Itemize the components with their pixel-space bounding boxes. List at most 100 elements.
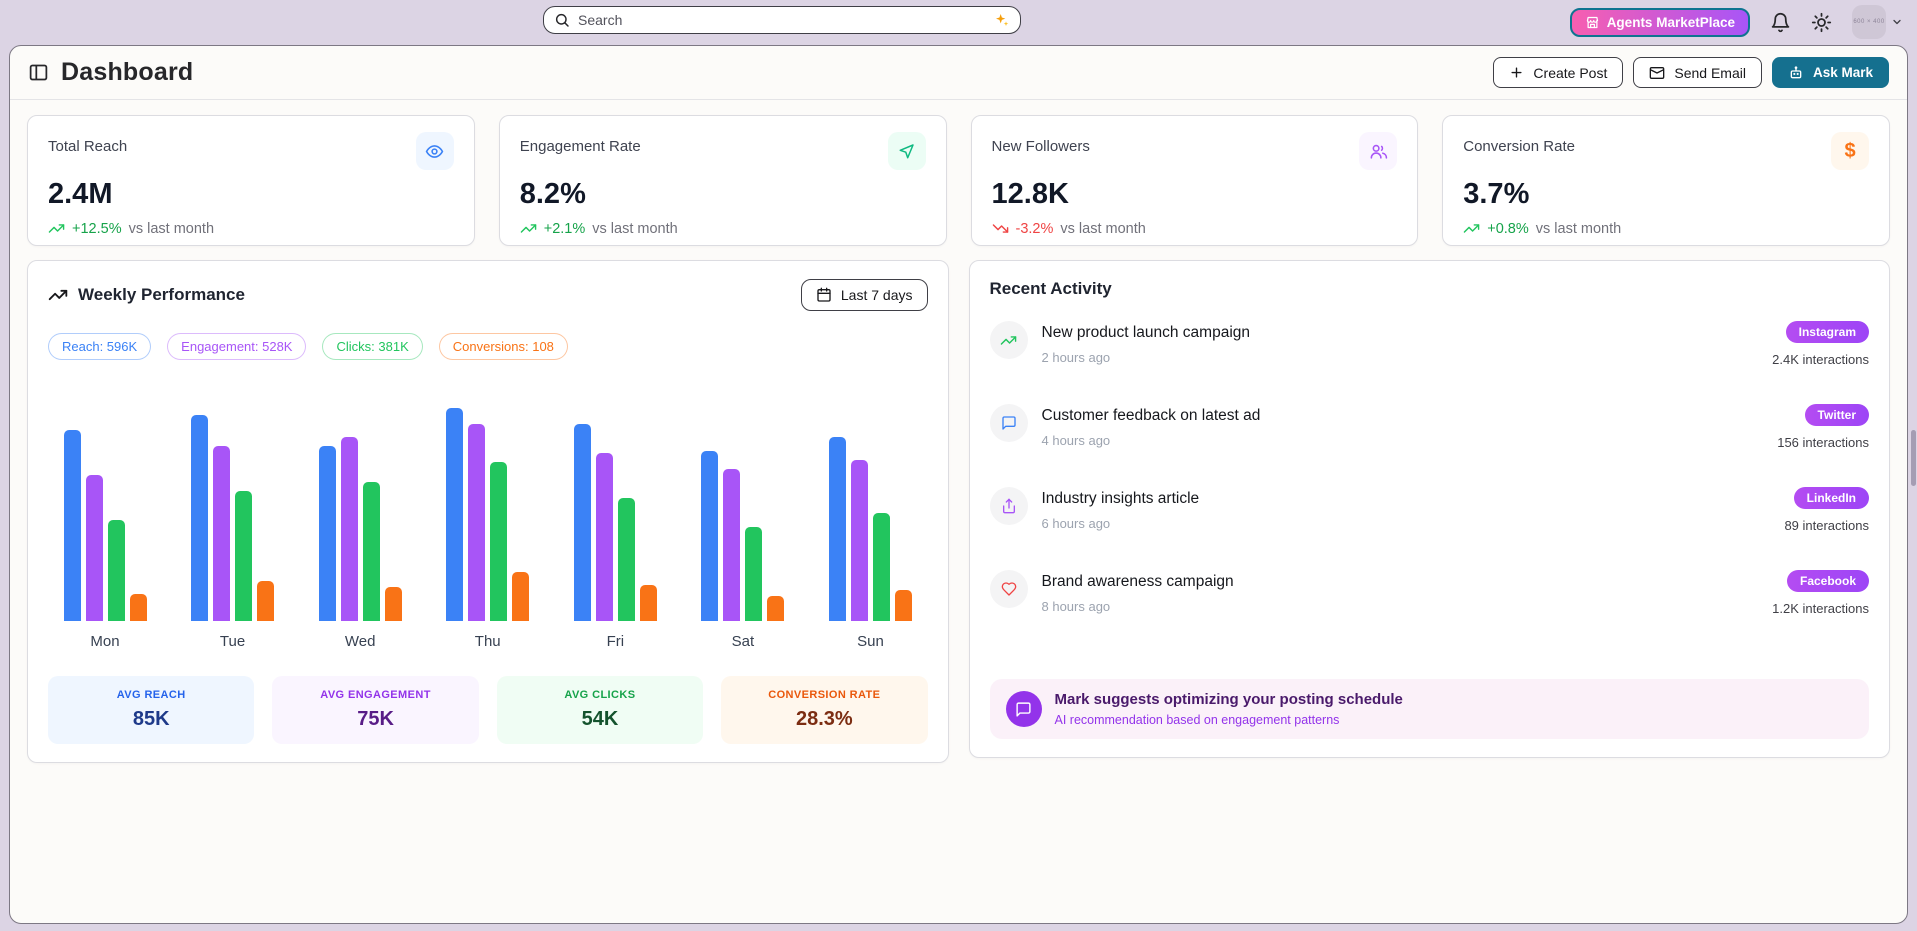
bar-conversions-sun: [894, 590, 912, 621]
bar-engagement-sun: [850, 460, 868, 621]
activity-list: New product launch campaign 2 hours ago …: [989, 321, 1869, 653]
bar-reach-wed: [318, 446, 336, 621]
chart-summary-row: AVG REACH 85K AVG ENGAGEMENT 75K AVG CLI…: [48, 676, 928, 744]
share-icon: [989, 487, 1028, 525]
sidebar-toggle-icon[interactable]: [28, 62, 49, 83]
date-range-label: Last 7 days: [840, 287, 913, 303]
avatar-placeholder-text: 600 × 400: [1853, 19, 1885, 25]
activity-item-interactions: 89 interactions: [1784, 518, 1869, 533]
notifications-button[interactable]: [1770, 12, 1791, 33]
store-icon: [1585, 15, 1600, 30]
chart-day-group-mon: Mon: [62, 388, 148, 650]
activity-item-title: Customer feedback on latest ad: [1041, 407, 1261, 424]
stat-change-suffix: vs last month: [592, 220, 678, 237]
main-container: Dashboard Create Post Send Email Ask Mar…: [9, 45, 1908, 924]
avatar: 600 × 400: [1852, 5, 1886, 39]
robot-icon: [1788, 65, 1804, 81]
x-axis-label-tue: Tue: [219, 633, 246, 650]
send-email-button[interactable]: Send Email: [1633, 57, 1762, 88]
x-axis-label-sat: Sat: [731, 633, 755, 650]
chart-day-group-tue: Tue: [190, 388, 276, 650]
bar-clicks-tue: [235, 491, 253, 621]
bar-engagement-tue: [213, 446, 231, 621]
search-input[interactable]: [578, 12, 986, 28]
stat-card-new-followers: New Followers 12.8K -3.2% vs last month: [970, 115, 1419, 246]
page-title: Dashboard: [61, 58, 194, 86]
bar-reach-sat: [701, 451, 719, 621]
x-axis-label-wed: Wed: [344, 633, 376, 650]
dollar-icon: $: [1831, 132, 1869, 170]
calendar-icon: [816, 287, 832, 303]
sun-icon: [1811, 12, 1832, 33]
bar-reach-fri: [573, 424, 591, 621]
activity-item-title: Industry insights article: [1041, 490, 1200, 507]
stat-change-value: +0.8%: [1487, 220, 1529, 237]
stat-change-suffix: vs last month: [128, 220, 215, 237]
ai-suggestion-banner: Mark suggests optimizing your posting sc…: [989, 679, 1869, 739]
bar-engagement-thu: [468, 424, 486, 621]
create-post-button[interactable]: Create Post: [1493, 57, 1624, 88]
profile-menu[interactable]: 600 × 400: [1852, 5, 1903, 39]
suggestion-title: Mark suggests optimizing your posting sc…: [1054, 691, 1403, 708]
activity-item-interactions: 1.2K interactions: [1772, 601, 1869, 616]
bar-conversions-wed: [384, 587, 402, 621]
bar-engagement-wed: [340, 437, 358, 621]
theme-toggle-button[interactable]: [1811, 12, 1832, 33]
chevron-down-icon: [1891, 16, 1903, 28]
bar-reach-mon: [63, 430, 81, 621]
message-icon: [989, 404, 1028, 442]
agents-marketplace-button[interactable]: Agents MarketPlace: [1569, 7, 1750, 37]
stat-change-suffix: vs last month: [1535, 220, 1622, 237]
scrollbar-thumb[interactable]: [1911, 430, 1916, 486]
legend-chip-clicks[interactable]: Clicks: 381K: [322, 333, 423, 360]
ask-mark-label: Ask Mark: [1812, 65, 1873, 80]
stat-title: New Followers: [991, 138, 1090, 155]
page-header: Dashboard Create Post Send Email Ask Mar…: [10, 46, 1907, 100]
legend-chip-reach[interactable]: Reach: 596K: [48, 333, 152, 360]
weekly-performance-panel: Weekly Performance Last 7 days Reach: 59…: [27, 260, 949, 763]
bar-clicks-fri: [617, 498, 635, 621]
sparkles-icon: [994, 12, 1010, 28]
stat-value: 12.8K: [991, 178, 1069, 210]
send-email-label: Send Email: [1674, 64, 1746, 81]
activity-item: Brand awareness campaign 8 hours ago Fac…: [989, 570, 1869, 616]
x-axis-label-fri: Fri: [606, 633, 625, 650]
x-axis-label-mon: Mon: [90, 633, 120, 650]
stat-title: Conversion Rate: [1463, 138, 1575, 155]
stat-title: Total Reach: [48, 138, 128, 155]
bar-clicks-sun: [872, 513, 890, 621]
chart-title: Weekly Performance: [78, 285, 245, 304]
bar-conversions-tue: [257, 581, 275, 621]
recent-activity-title: Recent Activity: [989, 279, 1112, 298]
summary-value: 75K: [357, 708, 394, 730]
activity-item: New product launch campaign 2 hours ago …: [989, 321, 1869, 367]
summary-avg-clicks: AVG CLICKS 54K: [496, 676, 704, 744]
bar-reach-sun: [828, 437, 846, 621]
platform-badge: Instagram: [1785, 321, 1869, 343]
date-range-button[interactable]: Last 7 days: [800, 279, 928, 311]
bar-clicks-mon: [107, 520, 125, 621]
summary-avg-engagement: AVG ENGAGEMENT 75K: [272, 676, 479, 744]
ask-mark-button[interactable]: Ask Mark: [1771, 57, 1889, 88]
bar-clicks-sat: [745, 527, 763, 621]
stat-card-engagement-rate: Engagement Rate 8.2% +2.1% vs last month: [498, 115, 947, 246]
stat-value: 8.2%: [519, 178, 586, 210]
stats-row: Total Reach 2.4M +12.5% vs last month En…: [10, 100, 1907, 246]
search-box[interactable]: [543, 6, 1021, 34]
activity-item: Industry insights article 6 hours ago Li…: [989, 487, 1869, 533]
bar-engagement-mon: [85, 475, 103, 621]
summary-value: 54K: [581, 708, 619, 730]
stat-card-conversion-rate: Conversion Rate $ 3.7% +0.8% vs last mon…: [1442, 115, 1890, 246]
legend-chip-engagement[interactable]: Engagement: 528K: [167, 333, 307, 360]
activity-item-title: New product launch campaign: [1041, 324, 1251, 341]
users-icon: [1359, 132, 1398, 170]
legend-chip-conversions[interactable]: Conversions: 108: [438, 333, 568, 360]
eye-icon: [415, 132, 454, 170]
bar-clicks-wed: [362, 482, 380, 621]
stat-value: 3.7%: [1463, 178, 1530, 210]
bar-reach-tue: [191, 415, 209, 621]
trending-up-icon: [48, 220, 65, 237]
activity-item-interactions: 2.4K interactions: [1772, 352, 1869, 367]
mail-icon: [1649, 65, 1665, 81]
trending-up-icon: [48, 285, 68, 305]
